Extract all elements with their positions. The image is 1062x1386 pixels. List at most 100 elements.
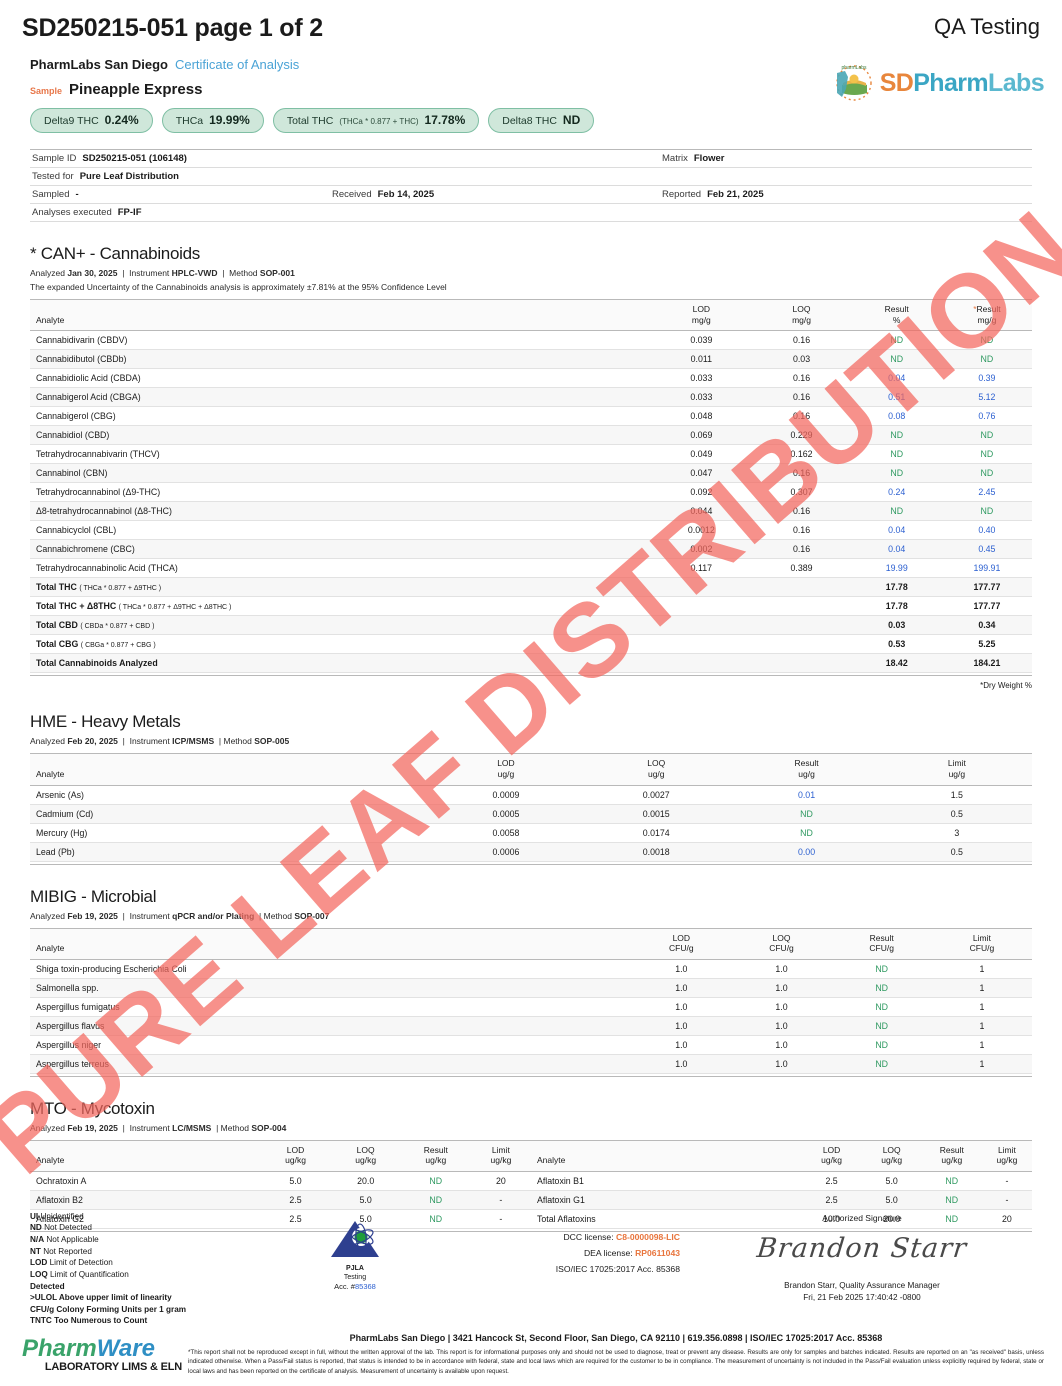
table-row: Cannabidivarin (CBDV) 0.039 0.16 ND ND: [30, 330, 1032, 351]
license-block: DCC license: C8-0000098-LIC DEA license:…: [430, 1211, 680, 1278]
cell-analyte: Cannabidiol (CBD): [30, 425, 652, 446]
cell-loq-right: 5.0: [861, 1190, 922, 1210]
sdpharmlabs-logo: pharmLabs SDPharmLabs: [832, 63, 1045, 103]
col-limit-left: Limit ug/kg: [470, 1139, 531, 1173]
col-analyte: Analyte: [30, 298, 652, 332]
col-loq-label: LOQ: [792, 304, 811, 314]
col-result-mgg-unit: mg/g: [977, 314, 997, 325]
cell-analyte: Aspergillus flavus: [30, 1016, 632, 1036]
footer-bottom: PharmWare LABORATORY LIMS & ELN PharmLab…: [0, 1327, 1062, 1386]
abbreviation-legend: UI Unidentified ND Not Detected N/A Not Ap…: [30, 1211, 280, 1327]
cell-result-pct: ND: [851, 349, 942, 370]
badge-value: 19.99%: [209, 113, 250, 127]
cell-analyte: Lead (Pb): [30, 842, 431, 862]
tested-for-value: Pure Leaf Distribution: [79, 171, 179, 182]
legend-item: TNTC Too Numerous to Count: [30, 1316, 148, 1326]
badge-value: 17.78%: [424, 113, 466, 127]
col-lod-unit: mg/g: [691, 314, 711, 325]
legend-item: >ULOL Above upper limit of linearity: [30, 1293, 172, 1303]
cell-result-pct: 0.51: [851, 387, 942, 408]
sampled-value: -: [75, 189, 79, 200]
pjla-logo-icon: [325, 1217, 385, 1263]
cell-analyte: Cannabicyclol (CBL): [30, 520, 652, 541]
cell-lod: 0.033: [651, 387, 752, 408]
col-result: Result ug/g: [731, 753, 882, 786]
cell-lod: 1.0: [631, 1035, 732, 1055]
cell-result-pct: 17.78: [851, 596, 942, 617]
cell-limit-left: -: [470, 1190, 531, 1210]
cell-analyte: Cannabidivarin (CBDV): [30, 330, 652, 351]
cell-result-mgg: 0.34: [941, 615, 1032, 636]
heavy-metals-table-end: [30, 863, 1032, 865]
cell-loq: 1.0: [731, 978, 832, 998]
col-loq-right: LOQ ug/kg: [861, 1139, 922, 1173]
cell-analyte-right: Total Aflatoxins: [530, 1209, 802, 1229]
pjla-accreditation-number: Acc. #85368: [334, 1282, 376, 1291]
cell-limit: 0.5: [881, 842, 1032, 862]
section-meta-mycotoxin: Analyzed Feb 19, 2025 | Instrument LC/MS…: [30, 1123, 1032, 1133]
cell-lod-right: 2.5: [801, 1171, 862, 1191]
badge-label: THCa: [175, 115, 204, 127]
coa-label: Certificate of Analysis: [174, 57, 300, 72]
cell-result-mgg: 5.25: [941, 634, 1032, 655]
cell-lod: 0.039: [651, 330, 752, 351]
cell-result: ND: [831, 1054, 932, 1074]
cell-analyte: Cannabigerol Acid (CBGA): [30, 387, 652, 408]
mb-method-label: Method: [263, 910, 292, 921]
analyses-value: FP-IF: [117, 207, 142, 218]
cell-analyte: Total THC ( THCa * 0.877 + Δ9THC ): [30, 577, 652, 598]
cell-lod: 1.0: [631, 997, 732, 1017]
hm-instrument-label: Instrument: [129, 736, 170, 747]
sdpharmlabs-wordmark: SDPharmLabs: [880, 68, 1045, 97]
cell-result-pct: 0.03: [851, 615, 942, 636]
meta-method-label: Method: [229, 268, 258, 278]
pharmware-subtitle: LABORATORY LIMS & ELN: [44, 1361, 182, 1374]
cell-limit: 1: [931, 978, 1032, 998]
col-result-pct-label: Result: [884, 304, 909, 314]
badge-delta8-thc: Delta8 THC ND: [488, 108, 595, 133]
dry-weight-note: *Dry Weight %: [980, 681, 1032, 691]
col-limit: Limit ug/g: [881, 753, 1032, 786]
cell-result-pct: 0.24: [851, 482, 942, 503]
lab-address: PharmLabs San Diego | 3421 Hancock St, S…: [349, 1333, 883, 1344]
cell-result-mgg: 0.76: [941, 406, 1032, 427]
cell-loq: 1.0: [731, 1054, 832, 1074]
sampled-label: Sampled: [32, 189, 70, 200]
logo-pharm: Pharm: [913, 68, 989, 97]
cell-result: ND: [831, 978, 932, 998]
cell-result: ND: [831, 959, 932, 979]
meta-analyzed-value: Jan 30, 2025: [67, 268, 118, 278]
page-header: SD250215-051 page 1 of 2 QA Testing: [0, 0, 1062, 43]
cell-analyte-left: Ochratoxin A: [30, 1171, 261, 1191]
cell-result-right: ND: [921, 1190, 982, 1210]
info-row-dates: Sampled - Received Feb 14, 2025 Reported Fe…: [30, 185, 1032, 203]
cell-loq: 0.16: [751, 406, 852, 427]
cell-result-mgg: ND: [941, 330, 1032, 351]
col-result-mgg-label: Result: [976, 304, 1001, 314]
cell-limit: 1: [931, 959, 1032, 979]
cell-loq: 0.162: [751, 444, 852, 465]
legend-item: CFU/g Colony Forming Units per 1 gram: [30, 1304, 187, 1314]
cell-result-pct: ND: [851, 444, 942, 465]
cell-result-mgg: 0.45: [941, 539, 1032, 560]
cell-lod: 0.033: [651, 368, 752, 389]
cell-lod: [651, 577, 752, 598]
cell-result-mgg: ND: [941, 444, 1032, 465]
table-row-total: Total THC ( THCa * 0.877 + Δ9THC ) 17.78 1…: [30, 577, 1032, 598]
pharmware-logo: PharmWare LABORATORY LIMS & ELN: [22, 1333, 182, 1374]
col-analyte: Analyte: [30, 927, 632, 960]
col-lod-right: LOD ug/kg: [801, 1139, 862, 1173]
cell-lod-left: 2.5: [260, 1190, 331, 1210]
cell-loq: 0.0174: [581, 823, 732, 843]
mb-method-value: SOP-007: [294, 910, 330, 921]
cell-result-right: ND: [921, 1171, 982, 1191]
table-row: Δ8-tetrahydrocannabinol (Δ8-THC) 0.044 0.1…: [30, 501, 1032, 522]
cell-result-pct: 0.04: [851, 520, 942, 541]
signature-label: Authorized Signature: [822, 1212, 902, 1223]
cell-analyte: Mercury (Hg): [30, 823, 431, 843]
cell-result: ND: [831, 1035, 932, 1055]
cell-lod: 0.092: [651, 482, 752, 503]
cell-loq: 0.16: [751, 387, 852, 408]
lab-name: PharmLabs San Diego: [30, 57, 168, 72]
section-meta-microbial: Analyzed Feb 19, 2025 | Instrument qPCR …: [30, 911, 1032, 921]
